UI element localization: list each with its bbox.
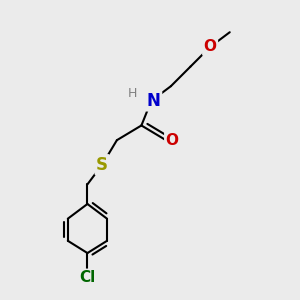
Text: H: H <box>128 87 137 100</box>
Text: O: O <box>166 133 178 148</box>
Text: Cl: Cl <box>79 270 96 285</box>
Text: O: O <box>204 39 217 54</box>
Text: N: N <box>147 92 160 110</box>
Text: S: S <box>96 156 108 174</box>
